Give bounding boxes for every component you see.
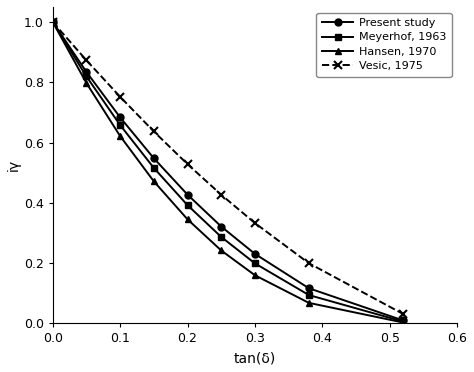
Hansen, 1970 (50, 20, 55, 24)
Vesic, 1975 (401, 312, 406, 316)
Meyerhof, 1963 (117, 123, 123, 127)
Line: Meyerhof, 1963: Meyerhof, 1963 (49, 19, 407, 325)
Present study (117, 115, 123, 120)
Present study (50, 20, 55, 24)
Hansen, 1970 (401, 320, 406, 325)
Present study (219, 224, 224, 229)
Vesic, 1975 (83, 58, 89, 62)
Vesic, 1975 (185, 162, 191, 166)
Line: Vesic, 1975: Vesic, 1975 (48, 18, 407, 318)
Present study (401, 318, 406, 323)
Vesic, 1975 (151, 129, 157, 134)
Meyerhof, 1963 (185, 203, 191, 208)
Present study (83, 70, 89, 74)
Vesic, 1975 (50, 20, 55, 24)
Present study (185, 192, 191, 197)
Meyerhof, 1963 (401, 320, 406, 324)
Vesic, 1975 (117, 94, 123, 99)
Meyerhof, 1963 (306, 293, 312, 297)
Vesic, 1975 (252, 221, 258, 225)
X-axis label: tan(δ): tan(δ) (234, 351, 276, 365)
Hansen, 1970 (219, 248, 224, 253)
Hansen, 1970 (306, 301, 312, 305)
Meyerhof, 1963 (252, 261, 258, 266)
Line: Present study: Present study (49, 19, 407, 324)
Present study (151, 156, 157, 161)
Legend: Present study, Meyerhof, 1963, Hansen, 1970, Vesic, 1975: Present study, Meyerhof, 1963, Hansen, 1… (317, 13, 452, 77)
Vesic, 1975 (306, 261, 312, 266)
Present study (252, 252, 258, 256)
Meyerhof, 1963 (50, 20, 55, 24)
Hansen, 1970 (252, 273, 258, 278)
Line: Hansen, 1970: Hansen, 1970 (49, 19, 407, 326)
Meyerhof, 1963 (83, 74, 89, 79)
Meyerhof, 1963 (151, 166, 157, 170)
Present study (306, 286, 312, 291)
Hansen, 1970 (185, 217, 191, 222)
Meyerhof, 1963 (219, 235, 224, 239)
Hansen, 1970 (117, 134, 123, 138)
Hansen, 1970 (83, 81, 89, 85)
Y-axis label: iγ: iγ (7, 159, 21, 171)
Vesic, 1975 (219, 193, 224, 197)
Hansen, 1970 (151, 179, 157, 184)
